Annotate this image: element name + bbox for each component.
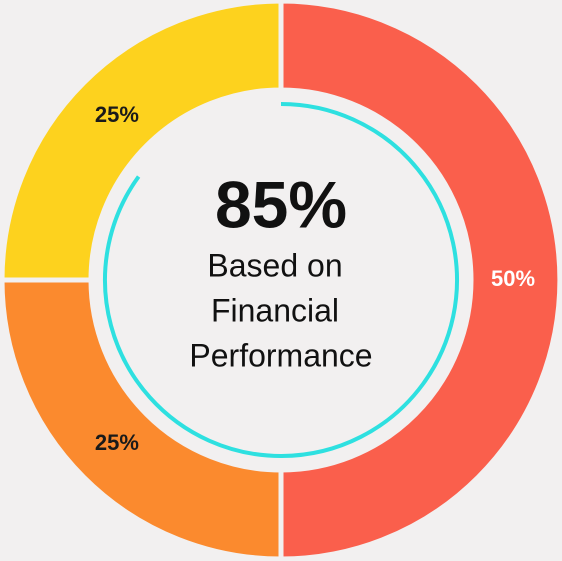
- center-text: Financial: [211, 292, 339, 328]
- center-value: 85%: [215, 167, 347, 241]
- donut-segment: [0, 277, 284, 561]
- value-label: 50%: [491, 266, 535, 291]
- value-label: 25%: [95, 102, 139, 127]
- donut-segment: [0, 0, 284, 283]
- center-text: Performance: [189, 337, 372, 373]
- center-text: Based on: [207, 247, 342, 283]
- donut-segment: [278, 0, 562, 561]
- progress-arc: [103, 102, 459, 458]
- value-label: 25%: [95, 430, 139, 455]
